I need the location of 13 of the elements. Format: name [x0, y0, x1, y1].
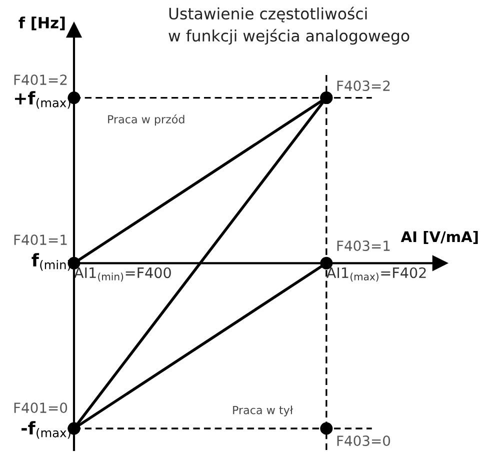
annotation: F403=1 [337, 240, 390, 252]
text: F401=2 [14, 74, 67, 86]
text: F401=1 [14, 234, 67, 246]
text: F401=0 [14, 402, 68, 414]
text: F403=0 [337, 436, 390, 446]
x-axis-title: AI [V/mA] [400, 230, 478, 244]
y-axis-title: f [Hz] [18, 16, 65, 30]
chart-title: Ustawienie częstotliwości w funkcji wejścia analogowego [168, 6, 410, 45]
x-tick-label: AI1$_{(min)}$=F400 [74, 267, 171, 282]
text: +f$_{(max)}$ [14, 91, 70, 109]
annotation: Praca w przód [108, 114, 184, 126]
annotation: Praca w tył [233, 406, 294, 416]
text: F403=2 [337, 80, 390, 92]
